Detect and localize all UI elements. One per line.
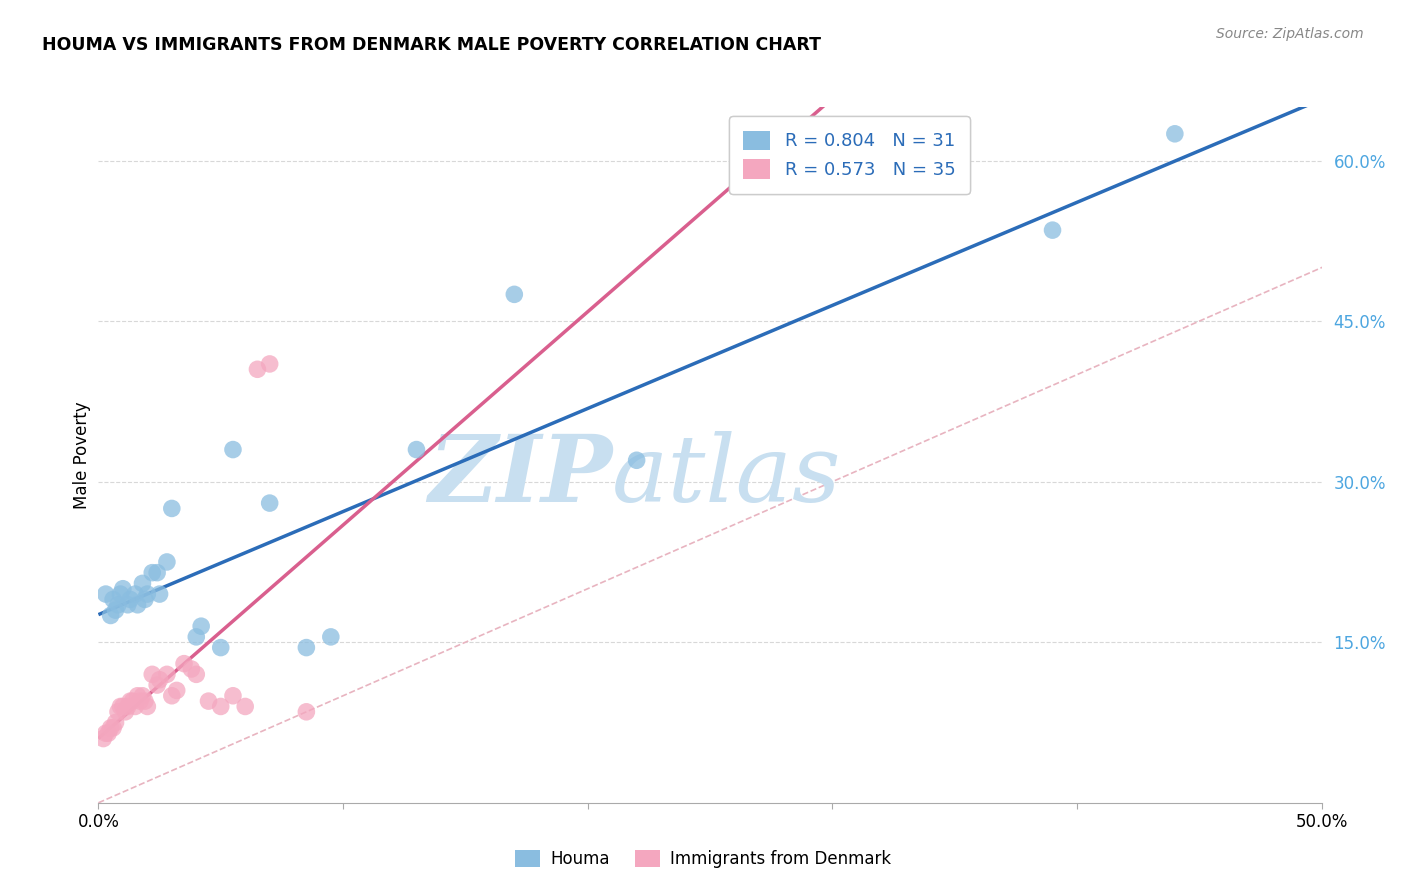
Point xyxy=(131,689,153,703)
Point xyxy=(503,287,526,301)
Point xyxy=(117,699,139,714)
Point xyxy=(209,699,232,714)
Point xyxy=(222,689,245,703)
Point xyxy=(259,496,281,510)
Point xyxy=(94,726,117,740)
Point xyxy=(127,689,149,703)
Point xyxy=(1164,127,1187,141)
Point xyxy=(100,721,122,735)
Point xyxy=(91,731,114,746)
Point xyxy=(131,576,153,591)
Point xyxy=(1042,223,1064,237)
Point xyxy=(149,587,172,601)
Point xyxy=(173,657,195,671)
Point xyxy=(146,566,169,580)
Point xyxy=(104,603,127,617)
Text: atlas: atlas xyxy=(612,431,842,521)
Point xyxy=(100,608,122,623)
Point xyxy=(97,726,120,740)
Point xyxy=(134,592,156,607)
Point xyxy=(160,501,183,516)
Point xyxy=(136,699,159,714)
Y-axis label: Male Poverty: Male Poverty xyxy=(73,401,91,508)
Point xyxy=(110,699,132,714)
Point xyxy=(197,694,219,708)
Point xyxy=(124,587,146,601)
Legend: R = 0.804   N = 31, R = 0.573   N = 35: R = 0.804 N = 31, R = 0.573 N = 35 xyxy=(728,116,970,194)
Point xyxy=(107,598,129,612)
Point xyxy=(120,592,142,607)
Point xyxy=(295,705,318,719)
Point xyxy=(134,694,156,708)
Point xyxy=(246,362,269,376)
Point xyxy=(626,453,648,467)
Point xyxy=(149,673,172,687)
Point xyxy=(101,592,124,607)
Legend: Houma, Immigrants from Denmark: Houma, Immigrants from Denmark xyxy=(509,843,897,875)
Point xyxy=(107,705,129,719)
Point xyxy=(114,705,136,719)
Point xyxy=(186,667,208,681)
Point xyxy=(124,699,146,714)
Point xyxy=(160,689,183,703)
Point xyxy=(259,357,281,371)
Point xyxy=(146,678,169,692)
Point xyxy=(295,640,318,655)
Point xyxy=(186,630,208,644)
Point xyxy=(104,715,127,730)
Text: Source: ZipAtlas.com: Source: ZipAtlas.com xyxy=(1216,27,1364,41)
Point xyxy=(166,683,188,698)
Point xyxy=(111,582,134,596)
Point xyxy=(141,667,163,681)
Point xyxy=(110,587,132,601)
Text: HOUMA VS IMMIGRANTS FROM DENMARK MALE POVERTY CORRELATION CHART: HOUMA VS IMMIGRANTS FROM DENMARK MALE PO… xyxy=(42,36,821,54)
Point xyxy=(156,667,179,681)
Point xyxy=(233,699,256,714)
Point xyxy=(136,587,159,601)
Point xyxy=(120,694,142,708)
Point xyxy=(141,566,163,580)
Point xyxy=(405,442,427,457)
Point xyxy=(319,630,342,644)
Point xyxy=(101,721,124,735)
Point xyxy=(156,555,179,569)
Point xyxy=(117,598,139,612)
Point xyxy=(111,699,134,714)
Point xyxy=(190,619,212,633)
Point xyxy=(94,587,117,601)
Text: ZIP: ZIP xyxy=(427,431,612,521)
Point xyxy=(209,640,232,655)
Point xyxy=(222,442,245,457)
Point xyxy=(127,598,149,612)
Point xyxy=(129,694,152,708)
Point xyxy=(180,662,202,676)
Point xyxy=(121,694,143,708)
